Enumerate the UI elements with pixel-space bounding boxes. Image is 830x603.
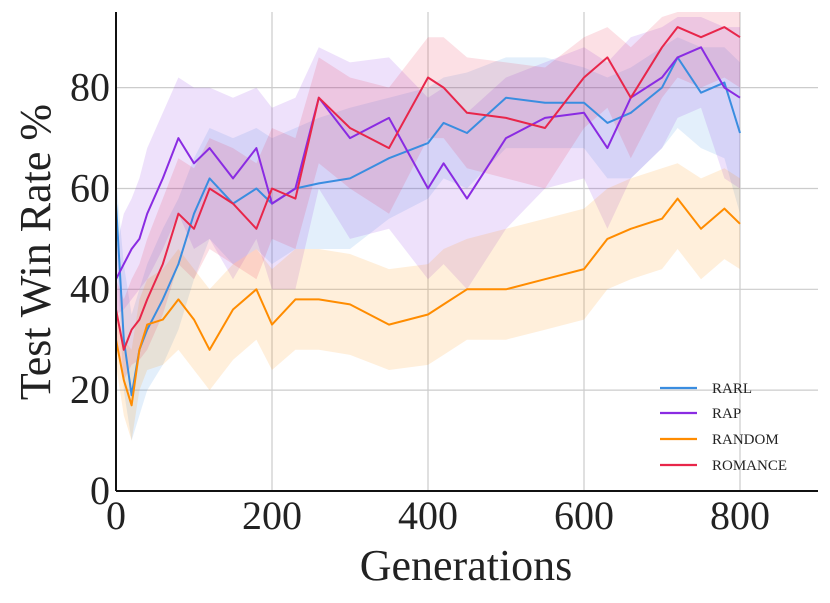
legend-label-rarl: RARL xyxy=(712,381,752,397)
series-line-rarl xyxy=(115,56,741,397)
legend-label-romance: ROMANCE xyxy=(712,458,787,474)
y-tick-label: 0 xyxy=(90,468,110,513)
x-tick-label: 800 xyxy=(710,493,770,538)
series-line-romance xyxy=(115,26,741,351)
legend-item-romance: ROMANCE xyxy=(660,458,787,474)
band-rarl xyxy=(116,37,740,441)
legend-item-rarl: RARL xyxy=(660,381,752,397)
y-tick-label: 40 xyxy=(70,266,110,311)
x-tick-label: 400 xyxy=(398,493,458,538)
axes xyxy=(115,12,818,492)
y-tick-labels: 0 20 40 60 80 xyxy=(70,65,110,513)
legend-item-rap: RAP xyxy=(660,406,741,422)
legend-label-rap: RAP xyxy=(712,406,741,422)
series-line-rap xyxy=(115,46,741,280)
y-tick-label: 80 xyxy=(70,65,110,110)
legend-label-random: RANDOM xyxy=(712,432,779,448)
band-random xyxy=(116,163,740,441)
series-line-random xyxy=(115,197,741,407)
x-tick-label: 600 xyxy=(554,493,614,538)
x-tick-label: 0 xyxy=(106,493,126,538)
x-tick-labels: 0 200 400 600 800 xyxy=(106,493,770,538)
y-axis-title: Test Win Rate % xyxy=(11,104,60,400)
y-tick-label: 20 xyxy=(70,367,110,412)
band-rap xyxy=(116,17,740,315)
legend: RARL RAP RANDOM ROMANCE xyxy=(660,381,787,474)
series-lines xyxy=(115,26,741,407)
x-tick-label: 200 xyxy=(242,493,302,538)
legend-item-random: RANDOM xyxy=(660,432,779,448)
y-tick-label: 60 xyxy=(70,165,110,210)
x-axis-title: Generations xyxy=(360,541,573,590)
